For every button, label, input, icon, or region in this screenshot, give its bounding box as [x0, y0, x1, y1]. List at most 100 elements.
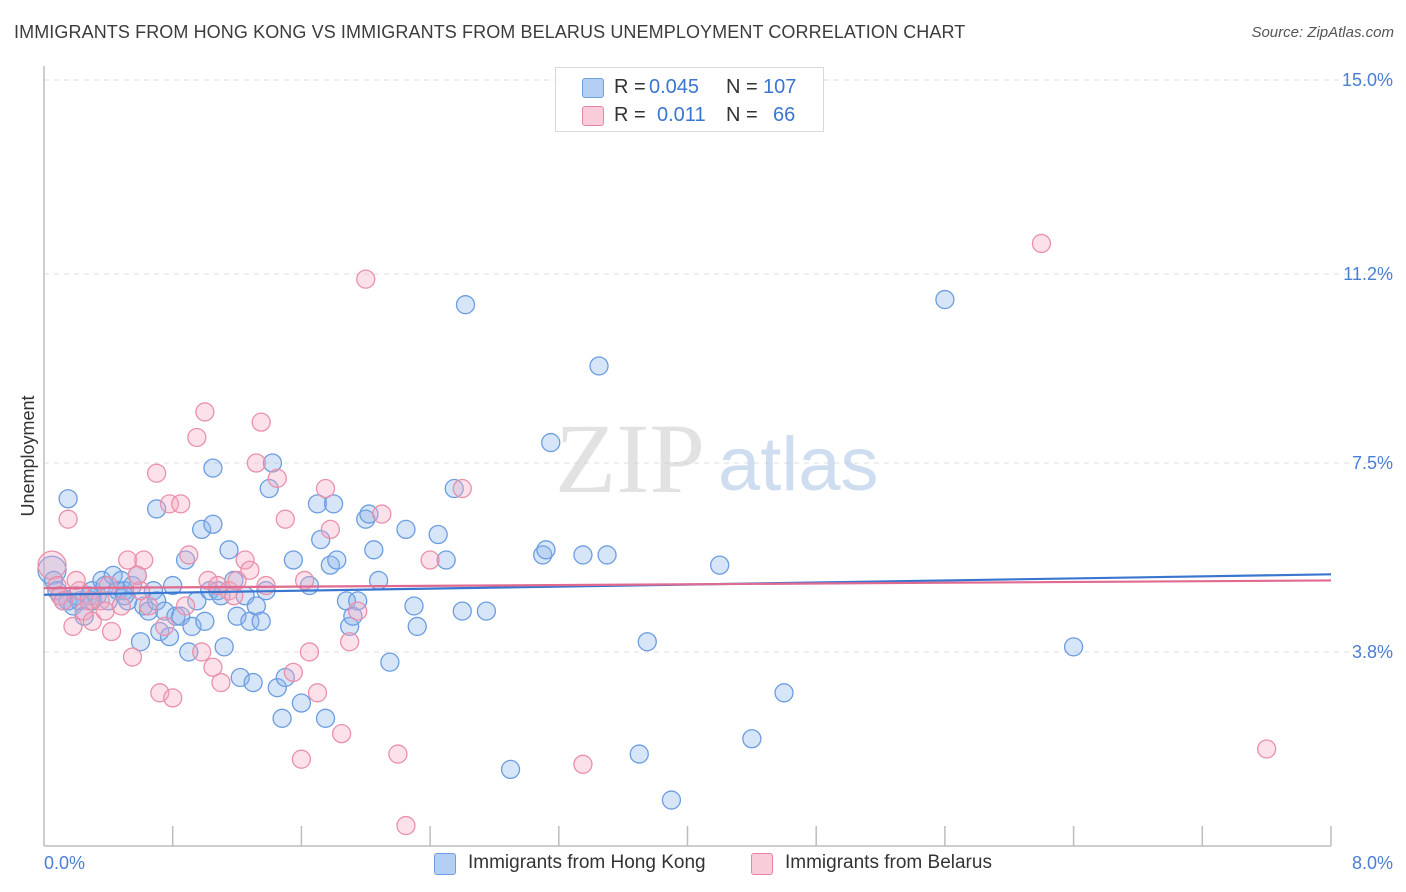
- belarus-point: [240, 560, 260, 580]
- hong-kong-point: [163, 575, 183, 596]
- hong-kong-point: [267, 678, 287, 698]
- belarus-point: [452, 478, 472, 499]
- hong-kong-point: [203, 514, 223, 534]
- hong-kong-point: [629, 744, 649, 764]
- x-tick-label: 0.0%: [44, 853, 85, 873]
- belarus-point: [195, 402, 215, 422]
- correlation-legend: R = 0.045 N = 107 R = 0.011 N = 66: [555, 67, 824, 132]
- y-axis-title: Unemployment: [18, 395, 38, 516]
- legend-swatch-belarus: [582, 106, 604, 126]
- belarus-point: [275, 509, 295, 529]
- belarus-point: [50, 586, 70, 606]
- legend-r-label: R =: [614, 76, 646, 98]
- belarus-point: [235, 550, 255, 570]
- belarus-point: [348, 601, 368, 621]
- belarus-point: [356, 269, 376, 289]
- hong-kong-point: [436, 550, 456, 570]
- x-tick-label: 8.0%: [1352, 853, 1393, 873]
- belarus-point: [63, 616, 83, 637]
- belarus-point: [420, 550, 440, 570]
- hong-kong-point: [1063, 637, 1084, 657]
- hong-kong-point: [637, 632, 657, 652]
- belarus-point: [246, 453, 267, 473]
- hong-kong-point: [935, 289, 955, 310]
- belarus-point: [58, 509, 78, 529]
- hong-kong-point: [320, 555, 341, 575]
- belarus-point: [122, 647, 143, 667]
- hong-kong-point: [364, 540, 384, 560]
- legend-row-hong-kong: R = 0.045 N = 107: [556, 74, 823, 102]
- hong-kong-point: [661, 790, 682, 810]
- belarus-point: [1031, 233, 1052, 254]
- belarus-point: [315, 478, 336, 499]
- hong-kong-point: [315, 708, 336, 728]
- hong-kong-point: [452, 601, 472, 621]
- belarus-point: [179, 545, 199, 565]
- belarus-point: [208, 575, 228, 596]
- belarus-point: [198, 570, 218, 591]
- belarus-point: [283, 662, 304, 683]
- hong-kong-point: [246, 596, 267, 616]
- belarus-point: [171, 494, 191, 514]
- hong-kong-point: [203, 458, 223, 478]
- source-label: Source: ZipAtlas.com: [1251, 24, 1394, 41]
- belarus-point: [127, 565, 147, 585]
- belarus-point: [79, 591, 99, 611]
- legend-label-belarus: Immigrants from Belarus: [785, 852, 992, 873]
- belarus-point: [159, 494, 180, 514]
- hong-kong-point: [262, 453, 283, 473]
- watermark-atlas: atlas: [718, 422, 879, 507]
- legend-n-label: N =: [726, 104, 758, 126]
- hong-kong-point: [219, 540, 239, 560]
- hong-kong-point: [251, 611, 271, 631]
- legend-swatch-hong-kong: [434, 853, 456, 875]
- belarus-point: [155, 616, 175, 637]
- hong-kong-point: [214, 637, 234, 657]
- series-belarus-points: [37, 233, 1277, 836]
- belarus-point: [1257, 739, 1277, 759]
- belarus-point: [146, 463, 167, 483]
- legend-n-value-hong-kong: 107: [763, 76, 797, 98]
- belarus-point: [267, 468, 287, 488]
- hong-kong-point: [380, 652, 400, 672]
- y-tick-label: 3.8%: [1352, 642, 1393, 662]
- belarus-point: [251, 412, 271, 432]
- hong-kong-point: [455, 295, 476, 315]
- hong-kong-point: [396, 519, 416, 540]
- hong-kong-point: [348, 591, 368, 611]
- hong-kong-point: [597, 545, 617, 565]
- hong-kong-point: [92, 570, 112, 591]
- hong-kong-point: [476, 601, 497, 621]
- belarus-point: [299, 642, 320, 662]
- legend-swatch-hong-kong: [582, 78, 604, 98]
- belarus-point: [372, 504, 392, 524]
- hong-kong-point: [283, 550, 304, 570]
- hong-kong-point: [444, 478, 464, 499]
- y-tick-label: 7.5%: [1352, 453, 1393, 473]
- axes: [43, 66, 1332, 847]
- belarus-point: [396, 815, 416, 836]
- hong-kong-point: [774, 683, 794, 703]
- hong-kong-point: [130, 632, 151, 652]
- hong-kong-point: [159, 626, 180, 647]
- hong-kong-point: [291, 693, 312, 713]
- legend-r-value-belarus: 0.011: [657, 104, 706, 126]
- belarus-point: [291, 749, 312, 769]
- belarus-point: [573, 754, 593, 774]
- hong-kong-point: [243, 672, 263, 693]
- belarus-point: [74, 601, 94, 621]
- hong-kong-point: [307, 494, 328, 514]
- legend-row-belarus: R = 0.011 N = 66: [556, 102, 823, 130]
- hong-kong-point: [404, 596, 424, 616]
- hong-kong-point: [259, 478, 279, 499]
- hong-kong-point: [573, 545, 593, 565]
- belarus-point: [227, 570, 247, 591]
- hong-kong-point: [536, 540, 556, 560]
- belarus-point: [118, 550, 138, 570]
- y-tick-label: 11.2%: [1343, 264, 1393, 284]
- watermark: ZIP atlas: [555, 403, 879, 514]
- trend-lines: [43, 573, 1332, 596]
- belarus-point: [175, 596, 196, 616]
- legend-r-label: R =: [614, 104, 646, 126]
